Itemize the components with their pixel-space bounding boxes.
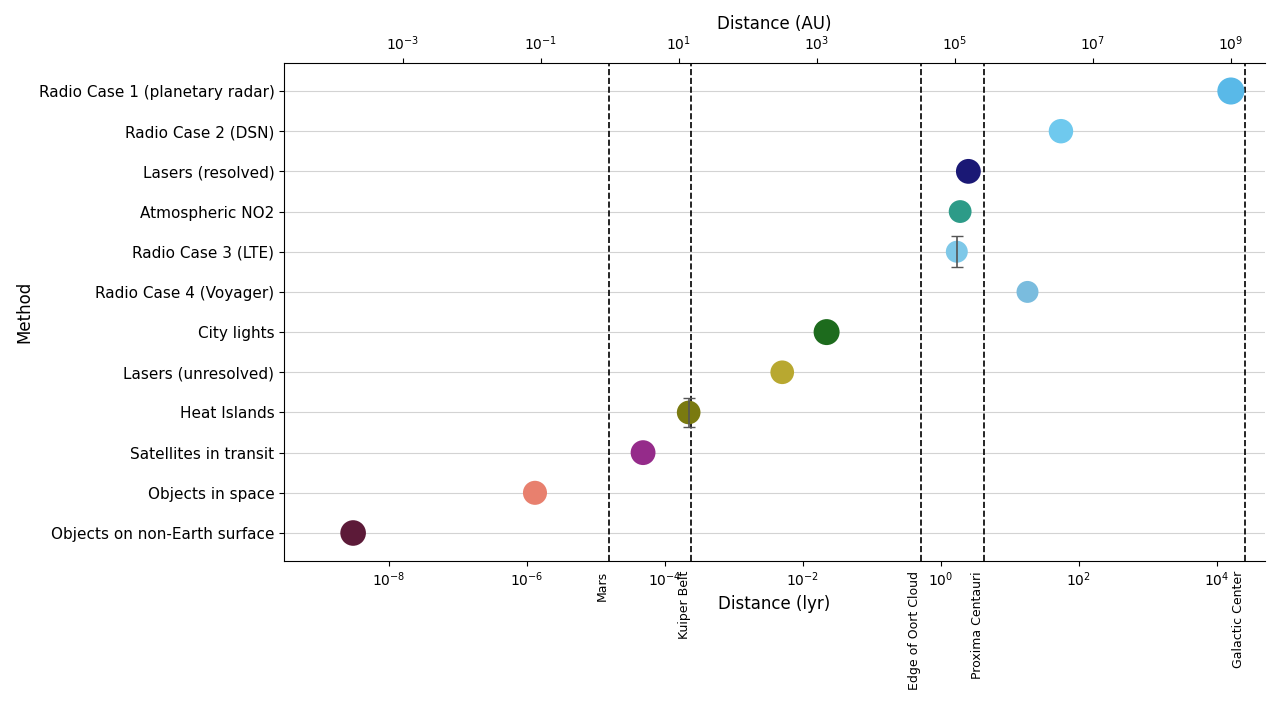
- Point: [1018, 286, 1038, 297]
- Y-axis label: Method: Method: [15, 281, 33, 343]
- Point: [343, 527, 364, 539]
- Point: [817, 326, 837, 337]
- Point: [525, 487, 545, 498]
- Point: [1051, 126, 1071, 137]
- X-axis label: Distance (lyr): Distance (lyr): [718, 595, 831, 613]
- Point: [947, 246, 968, 258]
- Text: Edge of Oort Cloud: Edge of Oort Cloud: [909, 571, 922, 690]
- Text: Kuiper Belt: Kuiper Belt: [678, 571, 691, 640]
- Point: [959, 166, 979, 177]
- Point: [950, 206, 970, 217]
- Point: [772, 366, 792, 378]
- Point: [1221, 85, 1242, 97]
- Point: [678, 407, 699, 418]
- Text: Proxima Centauri: Proxima Centauri: [972, 571, 984, 678]
- Text: Galactic Center: Galactic Center: [1233, 571, 1245, 669]
- Text: Mars: Mars: [595, 571, 608, 602]
- X-axis label: Distance (AU): Distance (AU): [717, 15, 832, 33]
- Point: [632, 447, 653, 458]
